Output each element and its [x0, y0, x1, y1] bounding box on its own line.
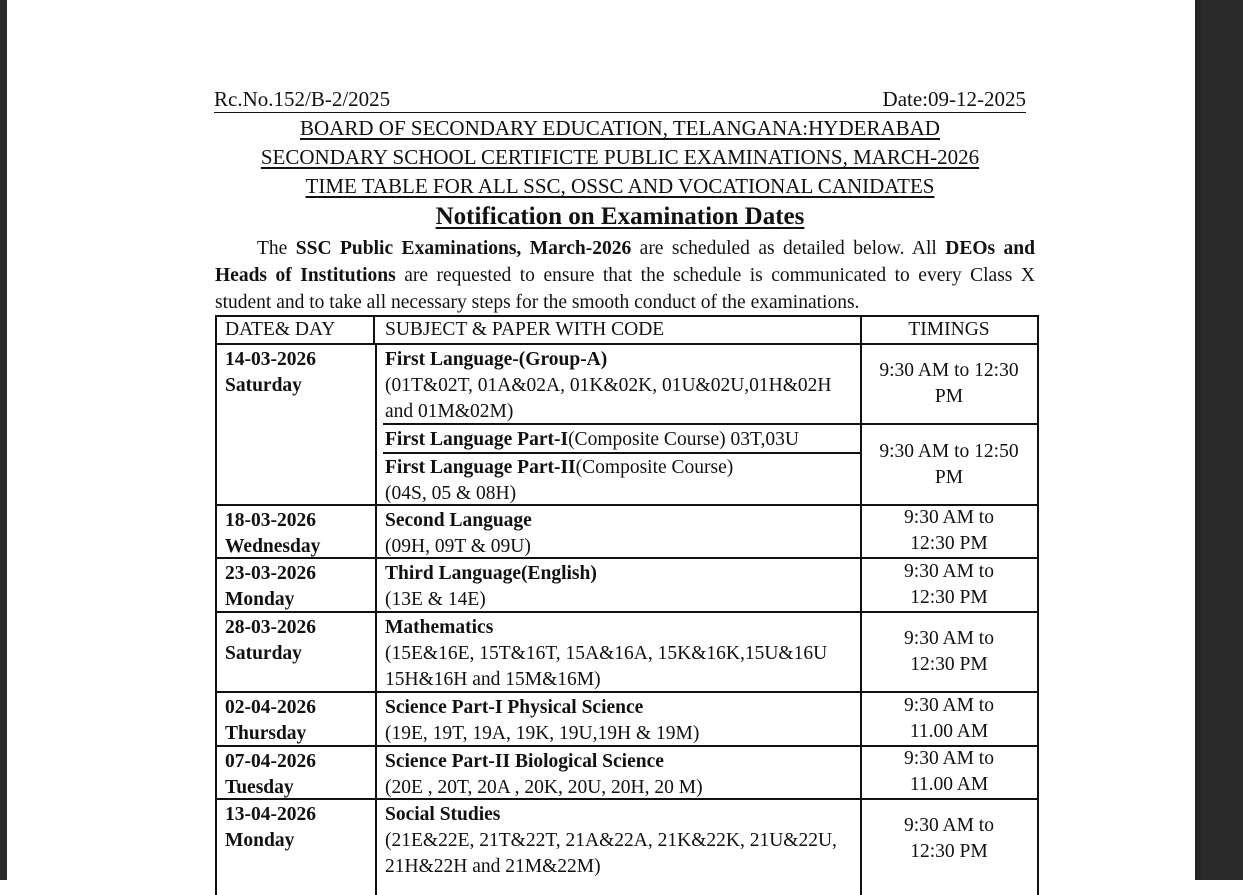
subject-codes: (19E, 19T, 19A, 19K, 19U,19H & 19M): [385, 723, 700, 744]
exam-day: Thursday: [225, 723, 307, 744]
exam-date: 07-04-2026: [225, 751, 316, 772]
subject-codes: (15E&16E, 15T&16T, 15A&16A, 15K&16K,15U&…: [385, 643, 828, 690]
table-row-date: 23-03-2026 Monday: [217, 559, 375, 615]
table-row-date: 14-03-2026 Saturday: [217, 345, 375, 401]
exam-date: 18-03-2026: [225, 510, 316, 531]
notification-heading: Notification on Examination Dates: [214, 203, 1026, 231]
document-page: [7, 0, 1195, 880]
subject-name: Third Language(English): [385, 563, 597, 584]
exam-day: Monday: [225, 830, 295, 851]
subject-name: Science Part-II Biological Science: [385, 751, 664, 772]
subject-suffix: (Composite Course) 03T,03U: [568, 429, 799, 450]
subject-name: First Language Part-I: [385, 429, 569, 450]
subject-codes: (09H, 09T & 09U): [385, 536, 531, 557]
title-board: BOARD OF SECONDARY EDUCATION, TELANGANA:…: [214, 116, 1026, 141]
title-text: TIME TABLE FOR ALL SSC, OSSC AND VOCATIO…: [305, 174, 935, 198]
subject-name: Science Part-I Physical Science: [385, 697, 644, 718]
exam-day: Tuesday: [225, 777, 294, 798]
exam-date: 23-03-2026: [225, 563, 316, 584]
exam-timing: 9:30 AM to 12:30 PM: [904, 815, 994, 862]
intro-bold: DEOs and Heads of Institutions: [215, 238, 1035, 286]
table-row-subject: Science Part-II Biological Science (20E ,…: [377, 747, 860, 803]
header-timings: TIMINGS: [908, 319, 990, 340]
intro-bold: SSC Public Examinations, March-2026: [295, 238, 632, 259]
table-row-subject: Third Language(English) (13E & 14E): [377, 559, 860, 615]
exam-day: Saturday: [225, 375, 302, 396]
subject-name: Social Studies: [385, 804, 501, 825]
document-date: Date:09-12-2025: [882, 87, 1026, 111]
table-row-subject: Second Language (09H, 09T & 09U): [377, 506, 860, 562]
exam-timing: 9:30 AM to 12:30 PM: [904, 507, 994, 554]
table-row-date: 18-03-2026 Wednesday: [217, 506, 375, 562]
header-subject: SUBJECT & PAPER WITH CODE: [385, 319, 665, 340]
table-row-subject: First Language Part-I(Composite Course) …: [377, 425, 860, 455]
exam-date: 28-03-2026: [225, 617, 316, 638]
table-row-date: 13-04-2026 Monday: [217, 800, 375, 856]
exam-day: Monday: [225, 589, 295, 610]
exam-date: 13-04-2026: [225, 804, 316, 825]
exam-timing: 9:30 AM to 12:50 PM: [879, 440, 1019, 488]
exam-timing: 9:30 AM to 12:30 PM: [879, 360, 1019, 407]
table-row-subject: Science Part-I Physical Science (19E, 19T…: [377, 693, 860, 749]
exam-date: 14-03-2026: [225, 349, 316, 370]
subject-name: Mathematics: [385, 617, 494, 638]
exam-timing: 9:30 AM to 12:30 PM: [904, 627, 994, 675]
subject-name: Second Language: [385, 510, 532, 531]
subject-codes: (13E & 14E): [385, 589, 486, 610]
subject-codes: (04S, 05 & 08H): [385, 483, 517, 504]
subject-name: First Language-(Group-A): [385, 349, 608, 370]
exam-day: Wednesday: [225, 536, 321, 557]
title-exam: SECONDARY SCHOOL CERTIFICTE PUBLIC EXAMI…: [214, 145, 1026, 170]
exam-date: 02-04-2026: [225, 697, 316, 718]
reference-number: Rc.No.152/B-2/2025: [214, 87, 391, 111]
viewer-left-edge: [0, 0, 7, 880]
viewer-right-pane: [1195, 0, 1243, 880]
title-timetable: TIME TABLE FOR ALL SSC, OSSC AND VOCATIO…: [214, 174, 1026, 199]
table-row-date: 28-03-2026 Saturday: [217, 613, 375, 669]
table-row-subject: First Language-(Group-A) (01T&02T, 01A&02…: [377, 345, 860, 427]
timetable: DATE& DAY SUBJECT & PAPER WITH CODE TIMI…: [215, 315, 1039, 895]
header-date-day: DATE& DAY: [225, 319, 336, 340]
table-row-date: 02-04-2026 Thursday: [217, 693, 375, 749]
intro-paragraph: The SSC Public Examinations, March-2026 …: [215, 235, 1035, 316]
heading-text: Notification on Examination Dates: [435, 203, 805, 230]
table-row-subject: Mathematics (15E&16E, 15T&16T, 15A&16A, 1…: [377, 613, 860, 695]
subject-codes: (01T&02T, 01A&02A, 01K&02K, 01U&02U,01H&…: [385, 375, 832, 422]
title-text: BOARD OF SECONDARY EDUCATION, TELANGANA:…: [300, 116, 940, 140]
title-text: SECONDARY SCHOOL CERTIFICTE PUBLIC EXAMI…: [260, 145, 980, 169]
exam-day: Saturday: [225, 643, 302, 664]
intro-text: are requested to ensure that the schedul…: [215, 265, 1035, 313]
subject-codes: (20E , 20T, 20A , 20K, 20U, 20H, 20 M): [385, 777, 703, 798]
table-row-subject: First Language Part-II(Composite Course)…: [377, 453, 860, 509]
table-row-date: 07-04-2026 Tuesday: [217, 747, 375, 803]
table-row-subject: Social Studies (21E&22E, 21T&22T, 21A&22A…: [377, 800, 860, 882]
document-header: Rc.No.152/B-2/2025 Date:09-12-2025: [214, 86, 1026, 113]
subject-name: First Language Part-II: [385, 457, 576, 478]
subject-codes: (21E&22E, 21T&22T, 21A&22A, 21K&22K, 21U…: [385, 830, 837, 877]
intro-text: The: [257, 238, 296, 259]
subject-suffix: (Composite Course): [575, 457, 734, 478]
exam-timing: 9:30 AM to 12:30 PM: [904, 560, 994, 608]
exam-timing: 9:30 AM to 11.00 AM: [904, 694, 994, 742]
intro-text: are scheduled as detailed below. All: [631, 238, 946, 259]
exam-timing: 9:30 AM to 11.00 AM: [904, 748, 994, 795]
